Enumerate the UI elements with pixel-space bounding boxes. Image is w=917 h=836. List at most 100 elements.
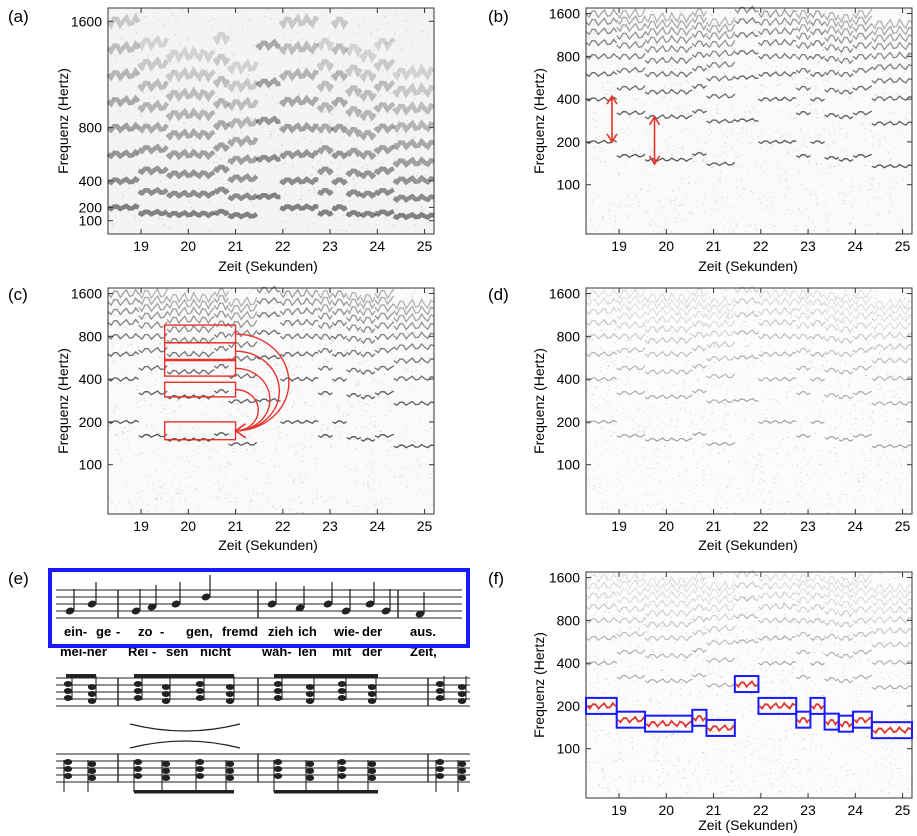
spectral-speckle: [690, 419, 692, 421]
spectral-speckle: [771, 206, 773, 208]
spectral-speckle: [323, 31, 325, 33]
spectral-speckle: [586, 156, 588, 158]
harmonic-partial: [344, 85, 363, 98]
spectral-speckle: [778, 313, 781, 315]
spectral-speckle: [827, 503, 830, 505]
spectral-speckle: [242, 28, 245, 30]
spectral-speckle: [237, 102, 239, 104]
spectral-speckle: [772, 145, 774, 146]
spectral-speckle: [661, 62, 663, 64]
spectral-speckle: [906, 184, 908, 186]
harmonic-partial: [255, 115, 281, 126]
spectral-speckle: [810, 23, 812, 25]
spectral-speckle: [291, 406, 294, 408]
spectral-speckle: [342, 371, 344, 373]
spectral-speckle: [185, 471, 188, 473]
spectral-speckle: [272, 505, 274, 507]
spectral-speckle: [730, 76, 732, 78]
spectral-speckle: [744, 230, 746, 232]
spectral-speckle: [313, 191, 315, 193]
spectral-speckle: [762, 333, 764, 335]
spectral-speckle: [240, 112, 242, 114]
spectral-speckle: [407, 314, 409, 316]
spectral-speckle: [681, 33, 683, 35]
spectral-speckle: [905, 146, 908, 147]
spectral-speckle: [313, 191, 315, 193]
spectral-speckle: [245, 124, 247, 126]
spectral-speckle: [427, 53, 430, 55]
y-tick-label: 400: [79, 371, 103, 387]
spectral-speckle: [411, 233, 413, 235]
spectral-speckle: [357, 25, 360, 27]
spectral-speckle: [430, 427, 432, 429]
spectral-speckle: [833, 28, 835, 30]
spectral-speckle: [210, 316, 212, 318]
spectral-speckle: [911, 110, 913, 112]
spectral-speckle: [753, 192, 755, 194]
spectral-speckle: [708, 73, 710, 75]
spectral-speckle: [677, 157, 679, 159]
spectral-speckle: [375, 64, 377, 66]
spectral-speckle: [110, 17, 112, 19]
spectral-speckle: [220, 99, 222, 101]
spectral-speckle: [897, 393, 900, 394]
spectral-speckle: [673, 223, 676, 225]
spectral-speckle: [322, 424, 324, 426]
spectral-speckle: [219, 207, 222, 209]
spectral-speckle: [385, 138, 388, 140]
spectral-speckle: [246, 339, 249, 341]
spectral-speckle: [683, 383, 686, 385]
spectral-speckle: [805, 459, 807, 460]
spectral-speckle: [250, 118, 253, 120]
spectral-speckle: [424, 426, 426, 428]
spectral-speckle: [824, 397, 826, 399]
spectral-speckle: [627, 15, 629, 17]
spectral-speckle: [304, 404, 306, 406]
spectral-speckle: [399, 49, 401, 51]
spectral-speckle: [783, 144, 786, 146]
spectral-speckle: [759, 454, 761, 456]
spectral-speckle: [245, 385, 247, 387]
spectral-speckle: [799, 158, 801, 160]
spectral-speckle: [158, 20, 160, 21]
spectral-speckle: [681, 183, 683, 185]
spectral-speckle: [425, 88, 428, 90]
spectral-speckle: [600, 370, 602, 372]
spectral-speckle: [780, 168, 782, 170]
spectral-speckle: [253, 79, 256, 81]
spectral-speckle: [396, 396, 398, 398]
spectral-speckle: [249, 344, 251, 345]
spectral-speckle: [726, 43, 728, 45]
spectral-speckle: [783, 352, 785, 354]
spectral-speckle: [432, 163, 434, 165]
spectral-speckle: [130, 378, 132, 380]
spectral-speckle: [385, 385, 387, 387]
spectral-speckle: [809, 190, 811, 192]
spectral-speckle: [121, 193, 123, 195]
spectral-speckle: [117, 142, 119, 144]
spectral-speckle: [828, 214, 830, 216]
spectral-speckle: [648, 184, 650, 186]
harmonic-partial: [871, 62, 913, 71]
spectral-speckle: [120, 493, 122, 495]
spectrogram-frame-d: [585, 287, 913, 515]
spectral-speckle: [283, 388, 285, 390]
spectral-speckle: [792, 79, 794, 81]
spectral-speckle: [741, 127, 744, 129]
spectral-speckle: [417, 467, 419, 469]
spectral-speckle: [157, 217, 160, 219]
spectral-speckle: [319, 513, 321, 514]
spectral-speckle: [822, 140, 824, 142]
spectral-speckle: [215, 495, 218, 497]
spectral-speckle: [244, 11, 246, 13]
spectral-speckle: [690, 423, 692, 425]
spectral-speckle: [322, 423, 324, 425]
spectral-speckle: [220, 348, 223, 350]
spectral-speckle: [871, 480, 873, 482]
spectral-speckle: [802, 138, 804, 140]
spectral-speckle: [626, 82, 629, 84]
spectral-speckle: [432, 25, 434, 26]
spectral-speckle: [861, 39, 863, 40]
spectral-speckle: [202, 443, 204, 444]
spectral-speckle: [376, 381, 378, 383]
